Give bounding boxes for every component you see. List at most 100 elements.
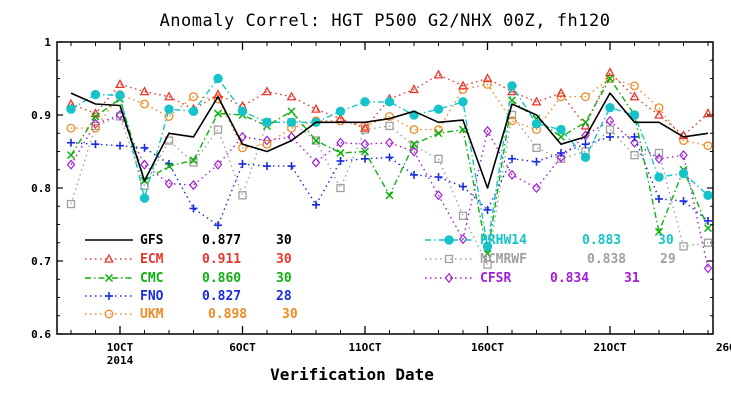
x-tick-label: 1OCT bbox=[107, 341, 134, 354]
data-point-ukm bbox=[631, 82, 639, 90]
data-point-fno bbox=[116, 142, 124, 150]
data-point-cfsr bbox=[362, 140, 369, 148]
data-point-fno bbox=[582, 140, 590, 148]
data-point-cfsr bbox=[313, 158, 320, 166]
data-point-prhw14 bbox=[508, 82, 516, 90]
data-point-ncmrwf bbox=[215, 126, 222, 133]
data-point-fno bbox=[631, 133, 639, 141]
data-point-prhw14 bbox=[655, 173, 663, 181]
legend-item-ncmrwf: NCMRWF 0.838 29 bbox=[425, 252, 676, 267]
legend-name: FNO bbox=[140, 289, 164, 304]
legend-marker bbox=[105, 292, 113, 300]
data-point-prhw14 bbox=[581, 153, 589, 161]
data-point-cfsr bbox=[190, 181, 197, 189]
data-point-fno bbox=[263, 162, 271, 170]
data-point-fno bbox=[288, 162, 296, 170]
y-tick-label: 0.8 bbox=[31, 182, 51, 195]
data-point-cmc bbox=[313, 137, 320, 144]
legend-name: CFSR bbox=[480, 271, 511, 286]
legend-name: PRHW14 bbox=[480, 233, 527, 248]
y-tick-label: 0.9 bbox=[31, 109, 51, 122]
legend-item-cmc: CMC 0.860 30 bbox=[85, 271, 292, 286]
data-point-cmc bbox=[337, 149, 344, 156]
data-point-prhw14 bbox=[704, 191, 712, 199]
data-point-cfsr bbox=[337, 139, 344, 147]
y-tick-label: 0.6 bbox=[31, 328, 51, 341]
legend-count: 31 bbox=[624, 271, 640, 286]
data-point-cmc bbox=[705, 225, 712, 232]
data-point-prhw14 bbox=[263, 118, 271, 126]
data-point-prhw14 bbox=[140, 194, 148, 202]
data-point-prhw14 bbox=[287, 118, 295, 126]
legend-item-ecm: ECM 0.911 30 bbox=[85, 252, 292, 267]
data-point-cfsr bbox=[386, 139, 393, 147]
data-point-fno bbox=[680, 197, 688, 205]
data-point-fno bbox=[606, 133, 614, 141]
data-point-cfsr bbox=[68, 160, 75, 168]
data-point-cfsr bbox=[141, 160, 148, 168]
data-point-cmc bbox=[386, 192, 393, 199]
legend-name: CMC bbox=[140, 271, 163, 286]
legend-marker bbox=[445, 236, 453, 244]
legend-mean: 0.911 bbox=[202, 252, 241, 267]
legend-count: 30 bbox=[276, 252, 292, 267]
data-point-prhw14 bbox=[532, 120, 540, 128]
x-tick-label: 16OCT bbox=[471, 341, 504, 354]
x-tick-sublabel: 2014 bbox=[107, 354, 134, 367]
data-point-fno bbox=[214, 221, 222, 229]
data-point-ncmrwf bbox=[337, 185, 344, 192]
legend: GFS 0.877 30 ECM 0.911 30 CMC 0.860 30 FNO 0.827 28… bbox=[85, 233, 676, 322]
data-point-prhw14 bbox=[336, 107, 344, 115]
legend-item-ukm: UKM 0.898 30 bbox=[85, 307, 298, 322]
data-point-fno bbox=[361, 155, 369, 163]
legend-mean: 0.898 bbox=[208, 307, 247, 322]
data-point-fno bbox=[386, 153, 394, 161]
data-point-prhw14 bbox=[214, 74, 222, 82]
data-point-ecm bbox=[263, 88, 271, 95]
legend-marker bbox=[106, 275, 113, 282]
data-point-fno bbox=[312, 201, 320, 209]
legend-count: 30 bbox=[658, 233, 674, 248]
data-point-fno bbox=[459, 183, 467, 191]
data-point-cfsr bbox=[607, 117, 614, 125]
data-point-fno bbox=[508, 155, 516, 163]
legend-mean: 0.860 bbox=[202, 271, 241, 286]
y-tick-label: 1 bbox=[44, 36, 51, 49]
x-axis-label: Verification Date bbox=[270, 365, 434, 384]
data-point-prhw14 bbox=[385, 98, 393, 106]
data-point-fno bbox=[141, 144, 149, 152]
data-point-cmc bbox=[68, 152, 75, 159]
data-point-cfsr bbox=[533, 184, 540, 192]
x-tick-label: 11OCT bbox=[348, 341, 381, 354]
data-point-prhw14 bbox=[91, 90, 99, 98]
data-point-prhw14 bbox=[606, 104, 614, 112]
x-axis: 1OCT20146OCT11OCT16OCT21OCT26OCT bbox=[71, 42, 731, 367]
legend-item-gfs: GFS 0.877 30 bbox=[85, 233, 292, 248]
data-point-ncmrwf bbox=[239, 192, 246, 199]
y-tick-label: 0.7 bbox=[31, 255, 51, 268]
data-point-cmc bbox=[582, 119, 589, 126]
legend-count: 28 bbox=[276, 289, 292, 304]
data-point-prhw14 bbox=[434, 105, 442, 113]
data-point-ecm bbox=[141, 88, 149, 95]
data-point-fno bbox=[655, 195, 663, 203]
data-point-fno bbox=[435, 173, 443, 181]
data-point-ecm bbox=[116, 80, 124, 87]
legend-name: UKM bbox=[140, 307, 164, 322]
legend-mean: 0.877 bbox=[202, 233, 241, 248]
data-point-ecm bbox=[312, 105, 320, 112]
data-point-fno bbox=[337, 157, 345, 165]
data-point-ukm bbox=[141, 100, 149, 108]
chart-title: Anomaly Correl: HGT P500 G2/NHX 00Z, fh1… bbox=[160, 11, 611, 31]
legend-mean: 0.838 bbox=[587, 252, 626, 267]
data-point-cfsr bbox=[680, 151, 687, 159]
data-point-prhw14 bbox=[557, 125, 565, 133]
data-point-fno bbox=[484, 206, 492, 214]
data-point-cmc bbox=[558, 133, 565, 140]
data-point-ecm bbox=[435, 71, 443, 78]
data-point-prhw14 bbox=[361, 98, 369, 106]
legend-mean: 0.827 bbox=[202, 289, 241, 304]
legend-name: NCMRWF bbox=[480, 252, 527, 267]
data-point-fno bbox=[533, 158, 541, 166]
data-point-prhw14 bbox=[165, 105, 173, 113]
